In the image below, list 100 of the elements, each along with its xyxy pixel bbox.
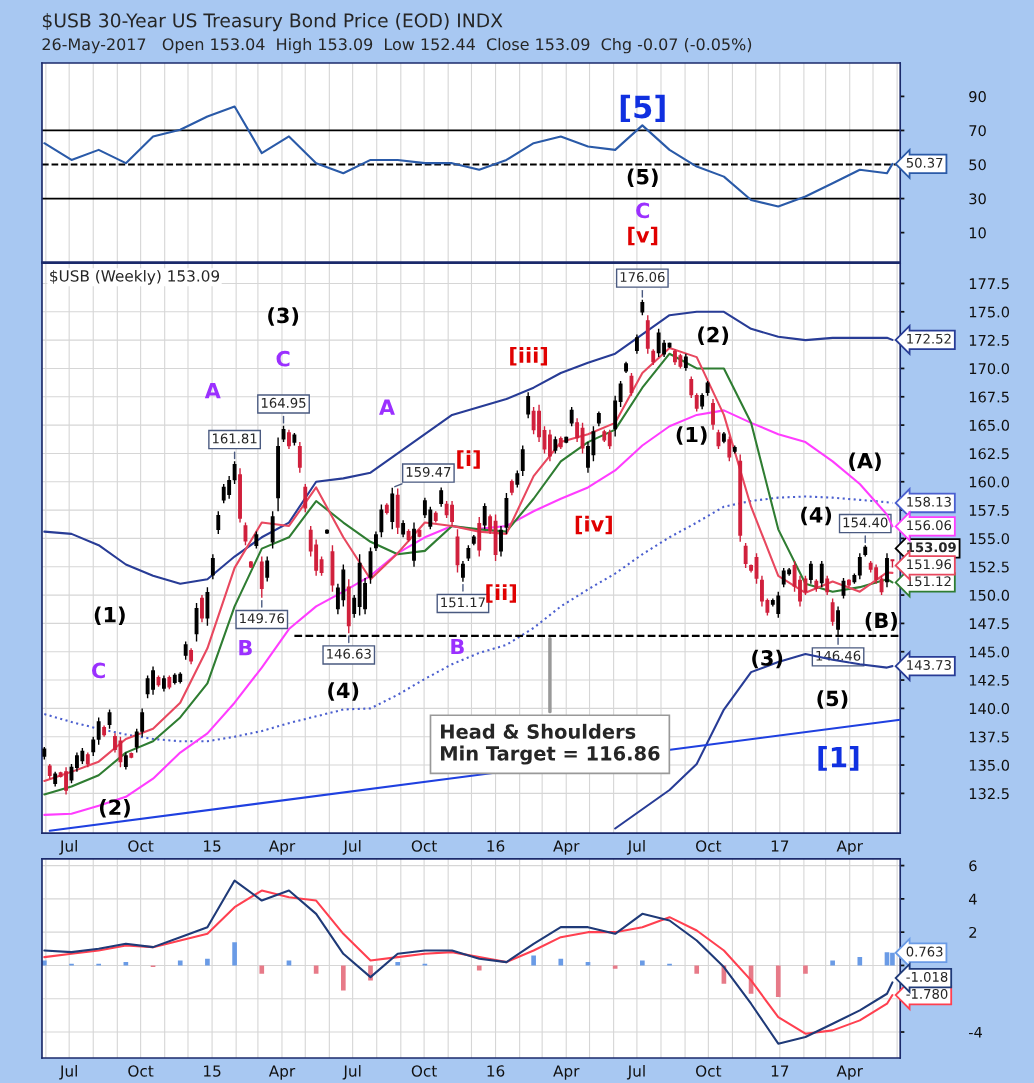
candlestick bbox=[700, 392, 705, 410]
candlestick bbox=[705, 380, 710, 397]
x-tick-label: Oct bbox=[128, 840, 154, 852]
y-tick-label: 135.0 bbox=[969, 759, 1010, 771]
annotation: (1) bbox=[676, 426, 707, 445]
candlestick bbox=[618, 380, 623, 408]
annotation: (2) bbox=[698, 326, 729, 346]
data-label: 143.73 bbox=[907, 659, 951, 670]
candlestick bbox=[379, 503, 384, 538]
candlestick bbox=[406, 528, 411, 543]
candlestick bbox=[471, 534, 476, 546]
candlestick bbox=[265, 555, 270, 583]
y-tick-label: 10 bbox=[969, 227, 986, 239]
candlestick bbox=[248, 560, 253, 569]
candlestick bbox=[200, 594, 204, 623]
candlestick bbox=[183, 640, 188, 661]
annotation: 164.95 bbox=[261, 397, 306, 408]
x-tick-label: 17 bbox=[771, 1065, 789, 1077]
candlestick bbox=[460, 560, 465, 583]
candlestick bbox=[732, 444, 737, 455]
candlestick bbox=[352, 594, 357, 619]
annotation: (A) bbox=[849, 452, 881, 472]
annotation: [iv] bbox=[575, 515, 612, 535]
bar bbox=[558, 958, 564, 966]
annotation: [iii] bbox=[510, 347, 548, 366]
candlestick bbox=[624, 360, 628, 374]
candlestick bbox=[819, 560, 824, 588]
candlestick bbox=[830, 597, 835, 627]
candlestick bbox=[91, 736, 96, 757]
candlestick bbox=[319, 555, 324, 577]
x-tick-label: Jul bbox=[342, 839, 361, 855]
y-tick-label: 170.0 bbox=[969, 363, 1010, 375]
data-label: 151.96 bbox=[907, 559, 952, 570]
bar bbox=[341, 965, 346, 991]
annotation: 151.17 bbox=[441, 597, 485, 608]
y-tick-label: 70 bbox=[969, 125, 986, 137]
candlestick bbox=[287, 428, 291, 450]
data-label: 158.13 bbox=[907, 496, 951, 507]
bar bbox=[313, 965, 319, 974]
candlestick bbox=[189, 647, 194, 665]
y-tick-label: 140.0 bbox=[969, 703, 1010, 715]
data-label: -1.018 bbox=[906, 971, 948, 982]
candlestick bbox=[526, 391, 531, 419]
candlestick bbox=[85, 751, 90, 769]
y-tick-label: 165.0 bbox=[969, 419, 1010, 431]
annotation: B bbox=[239, 640, 252, 656]
candlestick bbox=[890, 559, 895, 569]
annotation: (5) bbox=[627, 168, 658, 187]
candlestick bbox=[727, 435, 732, 463]
annotation: [1] bbox=[818, 746, 859, 771]
bar bbox=[531, 955, 536, 966]
bar bbox=[232, 942, 237, 966]
annotation: (4) bbox=[328, 682, 359, 701]
annotation: C bbox=[276, 350, 290, 367]
candlestick bbox=[808, 560, 813, 585]
annotation: (2) bbox=[99, 799, 130, 818]
x-tick-label: 16 bbox=[487, 1065, 505, 1077]
candlestick bbox=[238, 467, 242, 524]
candlestick bbox=[433, 510, 438, 524]
x-tick-label: 15 bbox=[204, 840, 221, 852]
candlestick bbox=[738, 453, 743, 543]
x-tick-label: 16 bbox=[487, 840, 505, 852]
annotation: $USB (Weekly) 153.09 bbox=[50, 269, 220, 285]
y-tick-label: 147.5 bbox=[969, 618, 1009, 630]
candlestick bbox=[374, 530, 378, 552]
x-tick-label: Apr bbox=[553, 840, 580, 855]
y-tick-label: 6 bbox=[969, 860, 977, 872]
candlestick bbox=[558, 435, 563, 450]
candlestick bbox=[596, 410, 601, 427]
candlestick bbox=[210, 553, 215, 580]
annotation: (3) bbox=[268, 307, 299, 326]
candlestick bbox=[303, 483, 308, 514]
x-tick-label: Apr bbox=[836, 840, 863, 855]
candlestick bbox=[613, 394, 618, 438]
x-tick-label: Oct bbox=[411, 840, 437, 852]
y-tick-label: 30 bbox=[969, 193, 986, 205]
candlestick bbox=[683, 353, 688, 372]
y-tick-label: 157.5 bbox=[969, 505, 1009, 516]
candlestick bbox=[47, 763, 52, 780]
candlestick bbox=[395, 487, 400, 535]
x-tick-label: Oct bbox=[128, 1065, 154, 1077]
bar bbox=[259, 965, 265, 974]
y-tick-label: 90 bbox=[969, 91, 986, 103]
annotation: (1) bbox=[94, 606, 125, 625]
candlestick bbox=[509, 478, 514, 497]
data-label: 0.763 bbox=[906, 946, 943, 957]
y-tick-label: 4 bbox=[968, 893, 977, 905]
candlestick bbox=[477, 516, 482, 558]
candlestick bbox=[346, 578, 351, 634]
bar bbox=[476, 965, 482, 971]
annotation: Head & Shoulders Min Target = 116.86 bbox=[441, 723, 660, 765]
candlestick bbox=[292, 432, 297, 447]
bar bbox=[640, 960, 645, 966]
annotation: 149.76 bbox=[240, 613, 285, 624]
candlestick bbox=[390, 487, 395, 531]
y-tick-label: 150.0 bbox=[969, 589, 1010, 601]
x-tick-label: Jul bbox=[342, 1064, 361, 1080]
annotation: 159.47 bbox=[406, 466, 451, 477]
chart-subtitle: 26-May-2017 Open 153.04 High 153.09 Low 152.44 Close 153.09 Chg -0.07 (-0.05%) bbox=[42, 37, 752, 54]
text: 153.09 bbox=[907, 542, 956, 553]
